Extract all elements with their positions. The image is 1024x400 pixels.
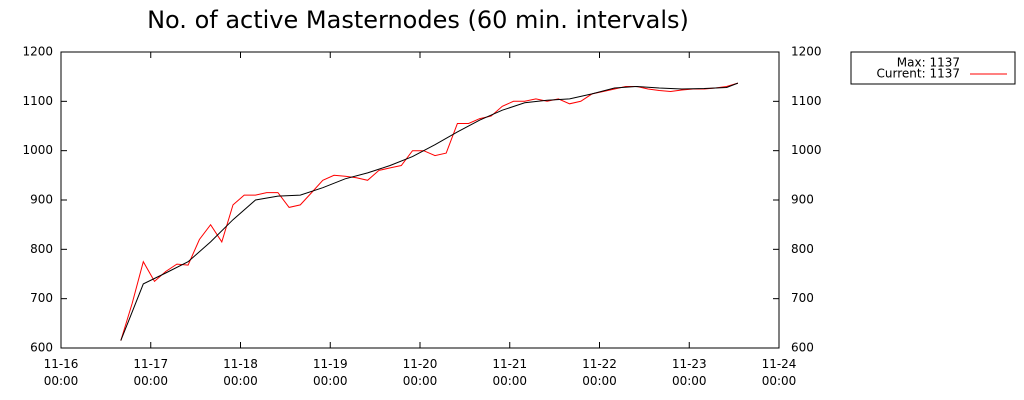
x-tick-label: 11-22 [582,357,617,371]
x-tick-label: 00:00 [133,374,168,388]
legend-annotation: Max: 1137 [897,56,960,70]
x-tick-label: 00:00 [492,374,527,388]
x-tick-label: 00:00 [313,374,348,388]
x-tick-label: 11-23 [672,357,707,371]
y2-tick-label: 1000 [791,143,822,157]
x-tick-label: 11-16 [44,357,79,371]
legend-box [850,51,1016,85]
y-tick-label: 600 [30,341,53,355]
y2-tick-label: 1200 [791,45,822,59]
x-tick-label: 00:00 [672,374,707,388]
y-tick-label: 1000 [22,143,53,157]
y-tick-label: 1200 [22,45,53,59]
y2-tick-label: 600 [791,341,814,355]
legend-label: Current: 1137 [877,67,960,81]
y-tick-label: 1100 [22,94,53,108]
series-line [120,82,739,341]
x-tick-label: 11-21 [492,357,527,371]
x-tick-label: 00:00 [44,374,79,388]
plot-frame [60,51,780,349]
x-tick-label: 00:00 [223,374,258,388]
x-tick-label: 11-18 [223,357,258,371]
x-tick-label: 11-19 [313,357,348,371]
series-line [120,82,739,341]
y2-tick-label: 700 [791,291,814,305]
y-tick-label: 800 [30,242,53,256]
chart-title: No. of active Masternodes (60 min. inter… [147,6,689,34]
y2-tick-label: 1100 [791,94,822,108]
y2-tick-label: 800 [791,242,814,256]
y2-tick-label: 900 [791,193,814,207]
x-tick-label: 00:00 [403,374,438,388]
y-tick-label: 900 [30,193,53,207]
x-tick-label: 00:00 [762,374,797,388]
x-tick-label: 11-20 [403,357,438,371]
x-tick-label: 11-17 [133,357,168,371]
x-tick-label: 00:00 [582,374,617,388]
x-tick-label: 11-24 [762,357,797,371]
y-tick-label: 700 [30,291,53,305]
